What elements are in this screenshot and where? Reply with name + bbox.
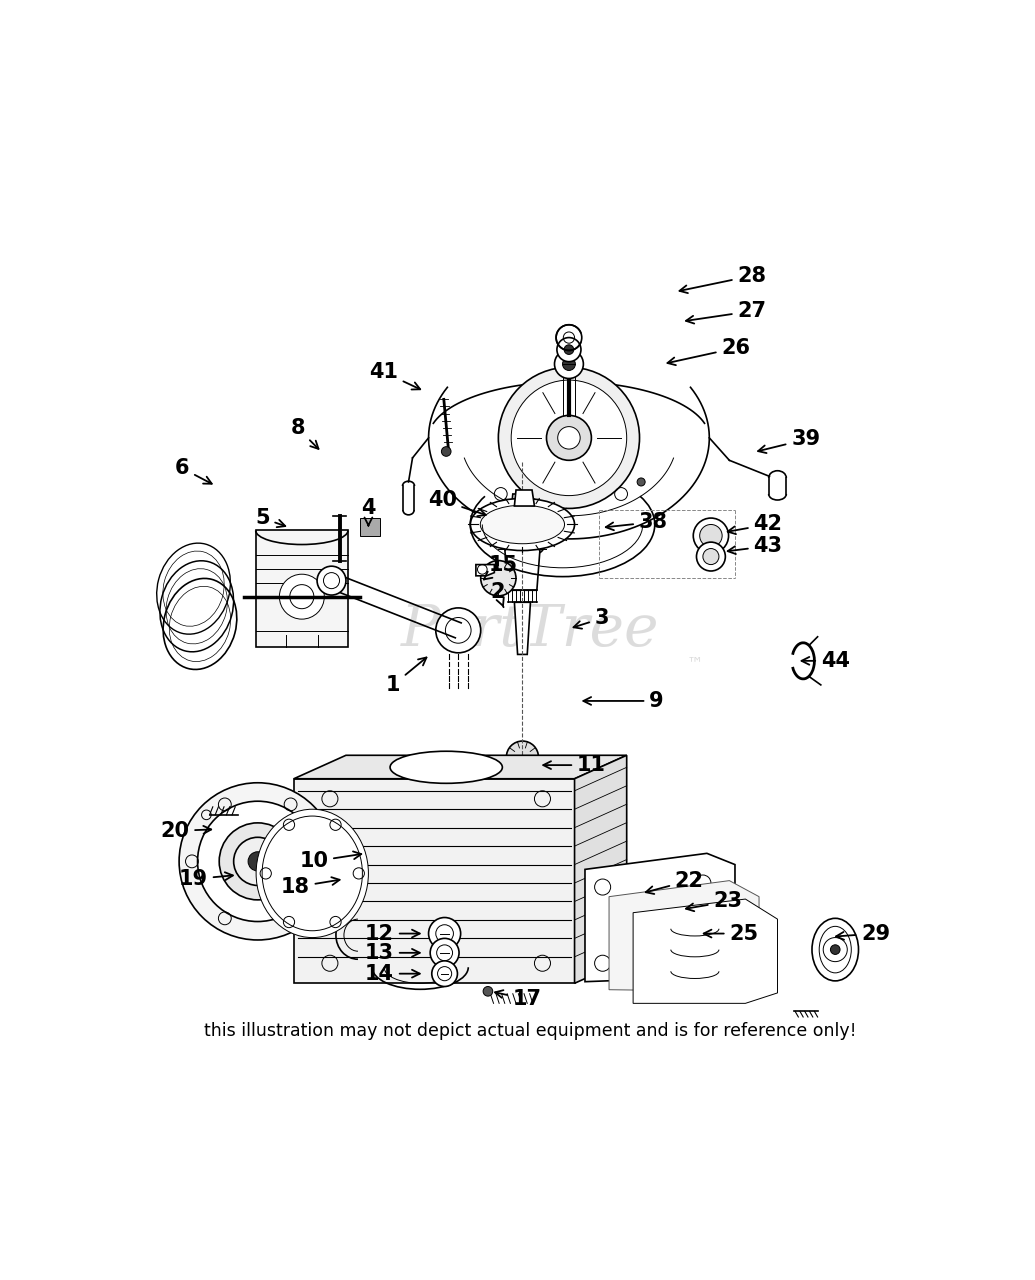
Circle shape [480, 561, 516, 596]
Circle shape [557, 338, 581, 362]
Text: 43: 43 [728, 536, 782, 556]
Circle shape [279, 575, 324, 620]
Text: 6: 6 [175, 458, 212, 484]
Circle shape [436, 608, 480, 653]
Text: 10: 10 [299, 851, 361, 872]
Ellipse shape [480, 506, 564, 544]
Polygon shape [294, 755, 626, 778]
Text: 3: 3 [573, 608, 610, 628]
Text: 11: 11 [543, 755, 605, 776]
Circle shape [248, 851, 267, 870]
Text: 14: 14 [365, 964, 420, 983]
Circle shape [693, 518, 729, 553]
Text: 13: 13 [365, 943, 420, 963]
Text: this illustration may not depict actual equipment and is for reference only!: this illustration may not depict actual … [204, 1023, 857, 1041]
Circle shape [198, 801, 318, 922]
Circle shape [428, 918, 461, 950]
Text: 17: 17 [495, 989, 541, 1010]
Text: 15: 15 [483, 554, 518, 580]
Ellipse shape [812, 918, 858, 980]
Text: 27: 27 [686, 301, 766, 324]
Circle shape [234, 837, 282, 886]
Polygon shape [509, 494, 535, 530]
Circle shape [431, 938, 460, 968]
Polygon shape [505, 549, 540, 590]
Text: 25: 25 [704, 924, 759, 943]
Text: 39: 39 [758, 430, 821, 453]
Polygon shape [476, 564, 495, 576]
Polygon shape [585, 854, 735, 982]
Circle shape [700, 525, 722, 547]
Circle shape [638, 477, 645, 486]
Text: 18: 18 [280, 877, 339, 897]
Text: 40: 40 [427, 490, 485, 516]
Text: ™: ™ [687, 654, 704, 672]
Circle shape [564, 344, 573, 355]
Ellipse shape [390, 751, 502, 783]
Polygon shape [609, 881, 759, 991]
Text: 22: 22 [646, 870, 704, 893]
Circle shape [441, 447, 451, 456]
Ellipse shape [470, 498, 574, 550]
Bar [360, 518, 380, 536]
Text: 29: 29 [836, 924, 890, 943]
Circle shape [511, 380, 626, 495]
Text: 28: 28 [680, 266, 766, 293]
Circle shape [498, 367, 640, 508]
Polygon shape [574, 755, 626, 983]
Text: 42: 42 [728, 515, 782, 535]
Circle shape [558, 426, 581, 449]
Polygon shape [633, 899, 777, 1004]
Circle shape [555, 349, 584, 379]
Circle shape [830, 945, 840, 955]
Polygon shape [294, 778, 574, 983]
Ellipse shape [256, 809, 368, 937]
Text: 38: 38 [605, 512, 668, 532]
Text: 8: 8 [291, 419, 319, 449]
Text: 41: 41 [369, 362, 420, 389]
Circle shape [483, 987, 493, 996]
Text: 23: 23 [686, 891, 742, 911]
Circle shape [219, 823, 296, 900]
Polygon shape [514, 603, 530, 654]
Circle shape [546, 416, 591, 461]
Text: PartTree: PartTree [402, 602, 659, 659]
Circle shape [562, 357, 575, 370]
Text: 1: 1 [386, 658, 426, 695]
Text: 44: 44 [801, 650, 850, 671]
Circle shape [506, 741, 538, 773]
Text: 20: 20 [160, 820, 211, 841]
Circle shape [179, 783, 336, 940]
Text: 26: 26 [668, 338, 750, 365]
Text: 19: 19 [179, 869, 233, 890]
Circle shape [317, 566, 346, 595]
Circle shape [432, 961, 457, 987]
Circle shape [703, 549, 719, 564]
Text: 9: 9 [584, 691, 663, 710]
Polygon shape [256, 530, 348, 646]
Text: 12: 12 [365, 924, 420, 943]
Text: 2: 2 [491, 582, 505, 607]
Text: 4: 4 [361, 498, 376, 525]
Text: 5: 5 [255, 508, 286, 529]
Polygon shape [514, 490, 534, 506]
Circle shape [697, 543, 726, 571]
